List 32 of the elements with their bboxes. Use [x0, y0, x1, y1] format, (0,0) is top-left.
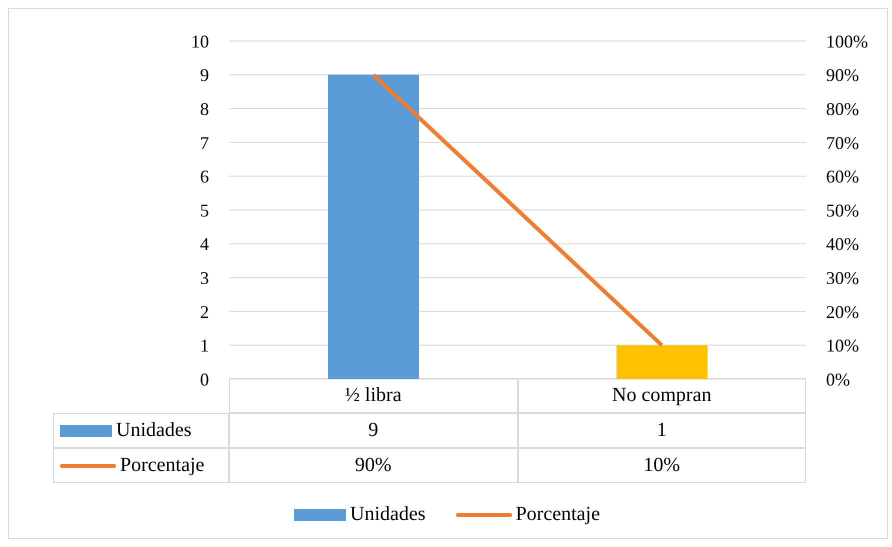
y-tick-label: 6	[200, 166, 209, 187]
y-tick-label: 7	[200, 132, 209, 153]
y2-tick-label: 50%	[826, 200, 859, 220]
y2-tick-label: 0%	[826, 369, 850, 390]
y2-tick-label: 90%	[826, 65, 859, 86]
y-tick-label: 0	[200, 369, 209, 390]
data-label: 1	[518, 413, 806, 448]
text: Porcentaje	[120, 454, 204, 476]
y2-tick-label: 40%	[826, 234, 859, 254]
data-label: 10%	[518, 448, 806, 483]
y2-tick-label: 10%	[826, 336, 859, 356]
y-tick-label: 9	[200, 65, 209, 86]
data-label: 9	[229, 413, 518, 448]
y-tick-label: 2	[200, 302, 209, 322]
y2-tick-label: 80%	[826, 98, 859, 119]
y2-tick-label: 70%	[826, 132, 859, 153]
text: Unidades	[116, 419, 192, 441]
legend-label: Unidades	[350, 503, 426, 526]
y-tick-label: 8	[200, 98, 209, 119]
y2-tick-label: 60%	[826, 166, 859, 187]
y-tick-label: 5	[200, 200, 209, 220]
y-tick-label: 3	[200, 268, 209, 288]
y2-tick-label: 20%	[826, 302, 859, 322]
y-tick-label: 1	[200, 336, 209, 356]
data-label: 90%	[229, 448, 518, 483]
y2-tick-label: 100%	[826, 31, 868, 52]
x-tick-label: No compran	[518, 378, 806, 413]
legend-label: Porcentaje	[516, 503, 600, 526]
y-tick-label: 4	[200, 234, 209, 254]
y-tick-label: 10	[191, 31, 209, 52]
x-tick-label: ½ libra	[229, 378, 518, 413]
y2-tick-label: 30%	[826, 268, 859, 288]
